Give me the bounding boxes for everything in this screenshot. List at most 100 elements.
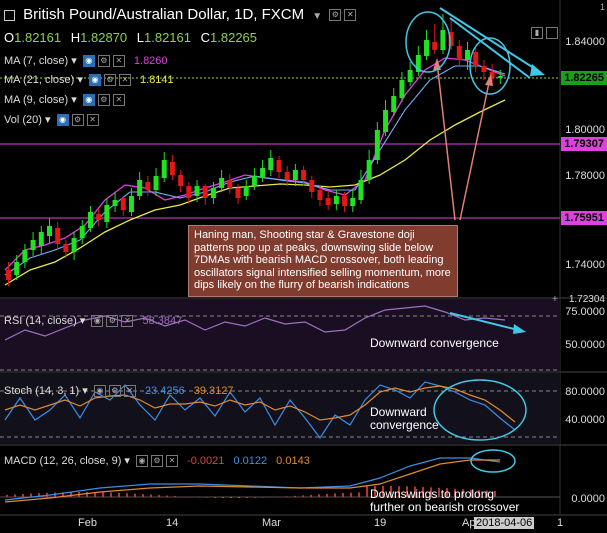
settings-icon[interactable]: ⚙ bbox=[329, 9, 342, 22]
chart-title[interactable]: British Pound/Australian Dollar, 1D, FXC… bbox=[4, 6, 357, 23]
time-label: 14 bbox=[166, 517, 179, 529]
candle-body bbox=[292, 170, 298, 180]
candle-body bbox=[268, 158, 274, 170]
high-value: 1.82870 bbox=[80, 30, 128, 45]
collapse-icon[interactable] bbox=[4, 9, 15, 21]
macd-hist-bar bbox=[38, 493, 40, 497]
close-icon[interactable]: ✕ bbox=[112, 55, 125, 68]
settings-icon[interactable]: ⚙ bbox=[108, 385, 121, 398]
eye-icon[interactable]: ◉ bbox=[93, 385, 106, 398]
time-label: Ap bbox=[462, 517, 476, 529]
settings-icon[interactable]: ⚙ bbox=[97, 94, 110, 107]
candle-body bbox=[350, 198, 356, 206]
macd-hist-bar bbox=[318, 494, 320, 497]
checkbox-icon[interactable] bbox=[546, 27, 558, 40]
arrow-line bbox=[459, 77, 491, 221]
macd-hist-bar bbox=[174, 496, 176, 497]
indicator-ma7[interactable]: MA (7, close) ▾ ◉ ⚙ ✕ 1.8260 bbox=[4, 55, 168, 68]
candle-body bbox=[301, 170, 307, 180]
eye-icon[interactable]: ◉ bbox=[91, 315, 104, 328]
candle-body bbox=[456, 46, 462, 60]
close-icon[interactable]: ✕ bbox=[118, 74, 131, 87]
settings-icon[interactable]: ⚙ bbox=[106, 315, 119, 328]
add-panel-icon[interactable]: + bbox=[552, 294, 558, 305]
macd-hist-bar bbox=[334, 493, 336, 497]
macd-hist-bar bbox=[358, 492, 360, 497]
close-icon[interactable]: ✕ bbox=[121, 315, 134, 328]
close-icon[interactable]: ✕ bbox=[123, 385, 136, 398]
rsi-trend-arrow bbox=[449, 312, 519, 331]
candle-body bbox=[210, 188, 216, 198]
settings-icon[interactable]: ⚙ bbox=[151, 455, 164, 468]
candle-body bbox=[325, 198, 331, 205]
trend-arrow bbox=[449, 17, 531, 79]
settings-icon[interactable]: ⚙ bbox=[97, 55, 110, 68]
candle-body bbox=[153, 176, 159, 190]
close-icon[interactable]: ✕ bbox=[166, 455, 179, 468]
candle-body bbox=[251, 176, 257, 186]
macd-note: Downswings to prolong further on bearish… bbox=[370, 487, 520, 514]
candle-body bbox=[186, 186, 192, 198]
top-controls[interactable]: ▮ bbox=[528, 27, 558, 40]
close-icon[interactable]: ✕ bbox=[86, 114, 99, 127]
indicator-ma9[interactable]: MA (9, close) ▾ ◉ ⚙ ✕ bbox=[4, 93, 125, 107]
candle-body bbox=[178, 175, 184, 186]
candlesticks bbox=[6, 14, 503, 286]
settings-icon[interactable]: ⚙ bbox=[71, 114, 84, 127]
candle-body bbox=[71, 238, 77, 252]
candle-body bbox=[112, 200, 118, 206]
pattern-circle bbox=[405, 11, 451, 73]
price-label: 1.74000 bbox=[565, 259, 605, 271]
last-price-tag: 1.82265 bbox=[561, 71, 607, 85]
macd-hist-bar bbox=[310, 494, 312, 497]
stoch-d-line bbox=[4, 385, 516, 423]
eye-icon[interactable]: ◉ bbox=[136, 455, 149, 468]
chevron-down-icon[interactable]: ▼ bbox=[312, 11, 323, 22]
eye-icon[interactable]: ◉ bbox=[82, 94, 95, 107]
macd-hist-bar bbox=[70, 492, 72, 497]
candle-body bbox=[219, 178, 225, 188]
close-icon[interactable]: ✕ bbox=[112, 94, 125, 107]
close-icon[interactable]: ✕ bbox=[344, 9, 357, 22]
macd-hist-bar bbox=[142, 494, 144, 497]
candle-body bbox=[333, 196, 339, 204]
indicator-macd[interactable]: MACD (12, 26, close, 9) ▾ ◉ ⚙ ✕ -0.0021 0.… bbox=[4, 455, 310, 468]
candle-body bbox=[22, 250, 28, 262]
bars-icon[interactable]: ▮ bbox=[531, 27, 543, 40]
candle-body bbox=[96, 214, 102, 220]
macd-hist-bar bbox=[30, 493, 32, 497]
price-label: 1.78000 bbox=[565, 170, 605, 182]
settings-icon[interactable]: ⚙ bbox=[103, 74, 116, 87]
macd-hist-bar bbox=[414, 486, 416, 497]
analysis-note: Haning man, Shooting star & Gravestone d… bbox=[188, 225, 458, 297]
arrow-head bbox=[513, 324, 526, 334]
macd-hist-bar bbox=[366, 486, 368, 497]
macd-hist-bar bbox=[102, 492, 104, 497]
candle-body bbox=[415, 55, 421, 72]
macd-hist-bar bbox=[326, 493, 328, 497]
candle-body bbox=[473, 52, 479, 66]
indicator-rsi[interactable]: RSI (14, close) ▾ ◉ ⚙ ✕ 58.3847 bbox=[4, 315, 183, 328]
eye-icon[interactable]: ◉ bbox=[56, 114, 69, 127]
candle-body bbox=[46, 226, 52, 236]
eye-icon[interactable]: ◉ bbox=[88, 74, 101, 87]
candle-body bbox=[243, 186, 249, 196]
candle-body bbox=[424, 40, 430, 56]
candle-body bbox=[374, 130, 380, 160]
indicator-ma21[interactable]: MA (21, close) ▾ ◉ ⚙ ✕ 1.8141 bbox=[4, 74, 174, 87]
candle-body bbox=[440, 30, 446, 50]
top-ctrl-number: 1 bbox=[600, 2, 606, 12]
candle-body bbox=[137, 180, 143, 196]
rsi-axis-label: 75.0000 bbox=[565, 306, 605, 318]
time-label: 1 bbox=[557, 517, 564, 529]
macd-hist-bar bbox=[454, 488, 456, 497]
indicator-volume[interactable]: Vol (20) ▾ ◉ ⚙ ✕ bbox=[4, 113, 99, 127]
candle-body bbox=[448, 32, 454, 46]
candle-body bbox=[169, 162, 175, 175]
eye-icon[interactable]: ◉ bbox=[82, 55, 95, 68]
macd-hist-bar bbox=[94, 492, 96, 497]
macd-hist-bar bbox=[286, 496, 288, 497]
indicator-stoch[interactable]: Stoch (14, 3, 1) ▾ ◉ ⚙ ✕ 23.4256 39.3127 bbox=[4, 385, 234, 398]
candle-body bbox=[399, 80, 405, 98]
